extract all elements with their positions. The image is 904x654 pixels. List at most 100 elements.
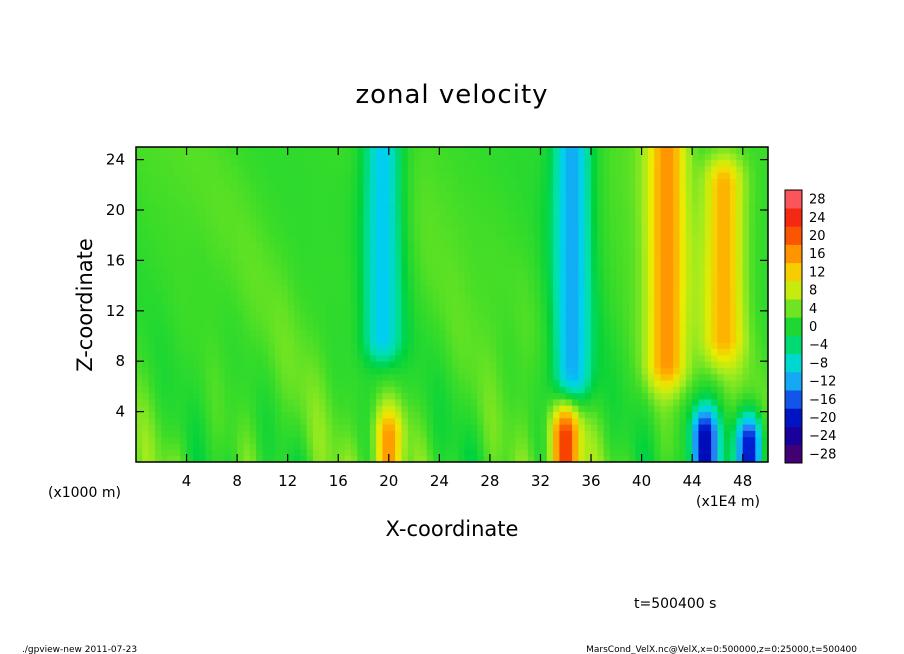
heatmap-cell (452, 210, 459, 217)
heatmap-cell (622, 235, 630, 242)
heatmap-cell (350, 165, 358, 173)
heatmap-cell (496, 430, 503, 438)
heatmap-cell (521, 455, 529, 463)
heatmap-cell (711, 361, 718, 368)
heatmap-cell (445, 260, 453, 268)
heatmap-cell (350, 178, 358, 186)
heatmap-cell (527, 455, 535, 463)
heatmap-cell (319, 172, 326, 179)
heatmap-cell (148, 373, 156, 381)
heatmap-cell (312, 443, 320, 450)
heatmap-cell (584, 399, 592, 406)
heatmap-cell (679, 298, 687, 305)
heatmap-cell (445, 273, 453, 280)
heatmap-cell (180, 147, 187, 154)
heatmap-cell (610, 386, 617, 394)
heatmap-cell (755, 254, 763, 261)
heatmap-cell (167, 159, 175, 167)
heatmap-cell (218, 260, 225, 268)
heatmap-cell (357, 247, 364, 255)
heatmap-cell (237, 304, 244, 312)
heatmap-cell (635, 436, 642, 444)
heatmap-cell (572, 317, 579, 324)
heatmap-cell (338, 266, 345, 274)
heatmap-cell (306, 298, 314, 305)
heatmap-cell (685, 247, 693, 255)
heatmap-cell (559, 417, 567, 425)
heatmap-cell (755, 241, 763, 249)
heatmap-cell (534, 304, 541, 312)
heatmap-cell (489, 399, 497, 406)
heatmap-cell (736, 411, 744, 419)
heatmap-cell (154, 298, 162, 305)
heatmap-cell (527, 191, 535, 198)
heatmap-cell (275, 285, 282, 293)
heatmap-cell (148, 266, 156, 274)
heatmap-cell (692, 210, 699, 217)
heatmap-cell (192, 279, 200, 286)
heatmap-cell (534, 298, 541, 305)
heatmap-cell (300, 304, 308, 312)
heatmap-cell (180, 436, 187, 444)
heatmap-cell (287, 285, 295, 293)
heatmap-cell (312, 392, 320, 400)
heatmap-cell (243, 291, 251, 299)
heatmap-cell (755, 235, 763, 242)
heatmap-cell (369, 323, 377, 331)
heatmap-cell (199, 254, 206, 261)
heatmap-cell (685, 310, 693, 318)
heatmap-cell (344, 348, 352, 356)
heatmap-cell (414, 411, 421, 419)
heatmap-cell (199, 323, 206, 331)
heatmap-cell (622, 336, 630, 343)
heatmap-cell (281, 348, 289, 356)
heatmap-cell (268, 153, 276, 160)
heatmap-cell (388, 399, 396, 406)
heatmap-cell (407, 336, 415, 343)
heatmap-cell (268, 285, 276, 293)
heatmap-cell (622, 222, 630, 230)
heatmap-cell (439, 411, 447, 419)
heatmap-cell (154, 197, 162, 205)
heatmap-cell (685, 159, 693, 167)
heatmap-cell (230, 405, 238, 412)
heatmap-cell (736, 260, 744, 268)
heatmap-cell (161, 222, 168, 230)
heatmap-cell (338, 291, 345, 299)
heatmap-cell (660, 197, 668, 205)
heatmap-cell (679, 336, 687, 343)
heatmap-cell (584, 449, 592, 457)
heatmap-cell (395, 247, 402, 255)
heatmap-cell (559, 392, 567, 400)
heatmap-cell (717, 291, 725, 299)
heatmap-cell (186, 153, 194, 160)
heatmap-cell (489, 411, 497, 419)
heatmap-cell (698, 235, 706, 242)
heatmap-cell (717, 304, 725, 312)
heatmap-cell (698, 222, 706, 230)
heatmap-cell (597, 323, 605, 331)
heatmap-cell (161, 247, 168, 255)
heatmap-cell (173, 165, 181, 173)
heatmap-cell (540, 203, 548, 211)
heatmap-cell (281, 247, 289, 255)
heatmap-cell (578, 254, 586, 261)
heatmap-cell (698, 348, 706, 356)
heatmap-cell (496, 348, 503, 356)
heatmap-cell (452, 392, 459, 400)
heatmap-cell (452, 430, 459, 438)
heatmap-cell (218, 165, 225, 173)
heatmap-cell (306, 260, 314, 268)
heatmap-cell (237, 443, 244, 450)
heatmap-cell (641, 222, 649, 230)
heatmap-cell (445, 373, 453, 381)
heatmap-cell (749, 373, 756, 381)
heatmap-cell (755, 222, 763, 230)
heatmap-cell (755, 228, 763, 236)
heatmap-cell (173, 436, 181, 444)
heatmap-cell (275, 172, 282, 179)
heatmap-cell (679, 417, 687, 425)
heatmap-cell (142, 392, 150, 400)
heatmap-cell (584, 411, 592, 419)
heatmap-cell (395, 336, 402, 343)
